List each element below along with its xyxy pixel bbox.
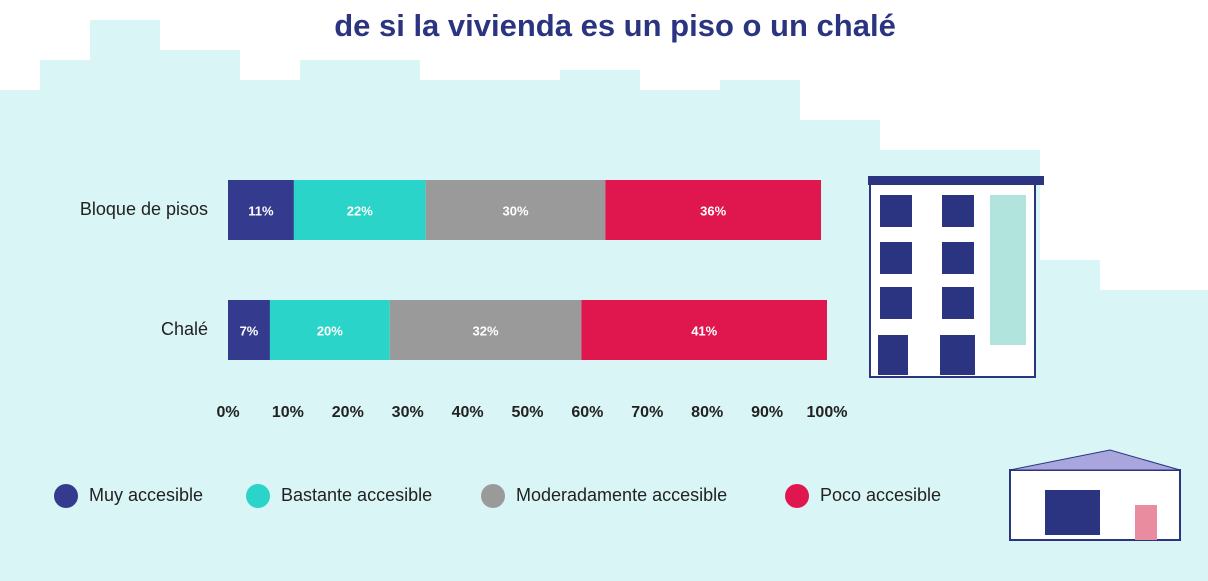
legend-swatch bbox=[785, 484, 809, 508]
chart-title: de si la vivienda es un piso o un chalé bbox=[334, 8, 896, 43]
x-tick-label: 0% bbox=[216, 404, 239, 421]
legend-label: Poco accesible bbox=[820, 485, 941, 505]
data-label: 32% bbox=[473, 323, 499, 338]
category-label: Chalé bbox=[161, 319, 208, 339]
x-tick-label: 80% bbox=[691, 404, 723, 421]
legend-swatch bbox=[54, 484, 78, 508]
data-label: 20% bbox=[317, 323, 343, 338]
house-illustration bbox=[1009, 449, 1181, 541]
bar-segment bbox=[425, 180, 606, 240]
data-label: 11% bbox=[248, 203, 274, 218]
bar-segment bbox=[581, 300, 827, 360]
legend-label: Muy accesible bbox=[89, 485, 203, 505]
data-label: 22% bbox=[347, 203, 373, 218]
data-label: 41% bbox=[691, 323, 717, 338]
x-tick-label: 60% bbox=[571, 404, 603, 421]
data-label: 7% bbox=[240, 323, 259, 338]
bar-segment bbox=[228, 300, 270, 360]
x-tick-label: 90% bbox=[751, 404, 783, 421]
category-label: Bloque de pisos bbox=[80, 199, 208, 219]
legend-swatch bbox=[246, 484, 270, 508]
x-tick-label: 10% bbox=[272, 404, 304, 421]
x-tick-label: 20% bbox=[332, 404, 364, 421]
legend-label: Bastante accesible bbox=[281, 485, 432, 505]
x-tick-label: 50% bbox=[511, 404, 543, 421]
data-label: 30% bbox=[503, 203, 529, 218]
data-label: 36% bbox=[700, 203, 726, 218]
legend-label: Moderadamente accesible bbox=[516, 485, 727, 505]
bar-segment bbox=[228, 180, 294, 240]
x-tick-label: 100% bbox=[807, 404, 848, 421]
apartment-illustration bbox=[868, 176, 1044, 378]
x-tick-label: 70% bbox=[631, 404, 663, 421]
bar-segment bbox=[605, 180, 822, 240]
x-tick-label: 40% bbox=[452, 404, 484, 421]
bar-segment bbox=[269, 300, 390, 360]
bar-segment bbox=[389, 300, 582, 360]
legend-swatch bbox=[481, 484, 505, 508]
bar-segment bbox=[293, 180, 426, 240]
x-tick-label: 30% bbox=[392, 404, 424, 421]
